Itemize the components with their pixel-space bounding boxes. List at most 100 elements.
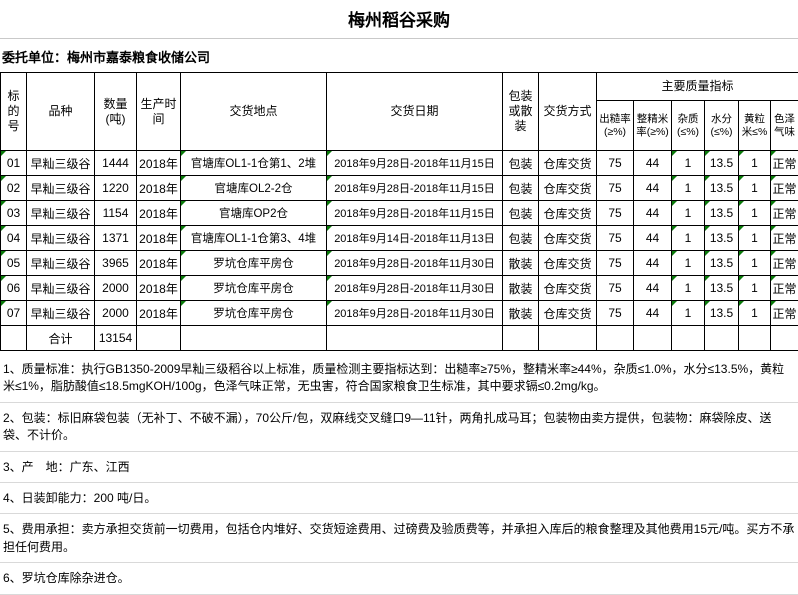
cell-variety: 早籼三级谷 <box>27 301 95 326</box>
cell-yellow: 1 <box>739 276 771 301</box>
page-title: 梅州稻谷采购 <box>0 0 798 39</box>
col-header-yellow-grain: 黄粒米≤% <box>739 101 771 151</box>
cell-husked: 75 <box>597 226 634 251</box>
cell-id: 06 <box>1 276 27 301</box>
cell-quantity: 1371 <box>95 226 137 251</box>
cell-head_rice: 44 <box>634 176 672 201</box>
cell-color: 正常 <box>771 176 798 201</box>
cell-quantity: 1444 <box>95 151 137 176</box>
cell-location: 罗坑仓库平房仓 <box>181 301 327 326</box>
cell-color: 正常 <box>771 201 798 226</box>
notes-section: 1、质量标准：执行GB1350-2009早籼三级稻谷以上标准，质量检测主要指标达… <box>0 354 798 595</box>
cell-empty <box>597 326 634 351</box>
cell-head_rice: 44 <box>634 151 672 176</box>
cell-date: 2018年9月28日-2018年11月30日 <box>327 251 503 276</box>
col-header-packing: 包装或散装 <box>503 73 539 151</box>
cell-yellow: 1 <box>739 226 771 251</box>
cell-year: 2018年 <box>137 176 181 201</box>
cell-moisture: 13.5 <box>705 176 739 201</box>
cell-year: 2018年 <box>137 276 181 301</box>
cell-husked: 75 <box>597 251 634 276</box>
cell-color: 正常 <box>771 301 798 326</box>
cell-yellow: 1 <box>739 301 771 326</box>
cell-head_rice: 44 <box>634 301 672 326</box>
cell-color: 正常 <box>771 226 798 251</box>
col-header-variety: 品种 <box>27 73 95 151</box>
cell-quantity: 2000 <box>95 301 137 326</box>
col-header-husked-rate: 出糙率(≥%) <box>597 101 634 151</box>
cell-location: 罗坑仓库平房仓 <box>181 276 327 301</box>
cell-empty <box>503 326 539 351</box>
cell-color: 正常 <box>771 151 798 176</box>
cell-variety: 早籼三级谷 <box>27 201 95 226</box>
cell-delivery: 仓库交货 <box>539 251 597 276</box>
cell-empty <box>672 326 705 351</box>
cell-packing: 散装 <box>503 301 539 326</box>
cell-year: 2018年 <box>137 251 181 276</box>
cell-location: 官塘库OL1-1仓第1、2堆 <box>181 151 327 176</box>
cell-variety: 早籼三级谷 <box>27 176 95 201</box>
cell-impurity: 1 <box>672 226 705 251</box>
cell-moisture: 13.5 <box>705 251 739 276</box>
cell-husked: 75 <box>597 151 634 176</box>
col-header-head-rice-rate: 整精米率(≥%) <box>634 101 672 151</box>
total-row: 合计 13154 <box>1 326 798 351</box>
cell-location: 官塘库OL1-1仓第3、4堆 <box>181 226 327 251</box>
cell-empty <box>327 326 503 351</box>
cell-impurity: 1 <box>672 251 705 276</box>
cell-packing: 包装 <box>503 201 539 226</box>
cell-id: 02 <box>1 176 27 201</box>
cell-impurity: 1 <box>672 151 705 176</box>
note-packing: 2、包装：标旧麻袋包装（无补丁、不破不漏），70公斤/包，双麻线交叉缝口9—11… <box>0 403 798 452</box>
cell-empty <box>771 326 798 351</box>
cell-empty <box>705 326 739 351</box>
cell-quantity: 3965 <box>95 251 137 276</box>
cell-color: 正常 <box>771 276 798 301</box>
cell-location: 罗坑仓库平房仓 <box>181 251 327 276</box>
cell-packing: 包装 <box>503 151 539 176</box>
col-header-color-odor: 色泽气味 <box>771 101 798 151</box>
cell-delivery: 仓库交货 <box>539 276 597 301</box>
cell-year: 2018年 <box>137 151 181 176</box>
cell-year: 2018年 <box>137 301 181 326</box>
cell-variety: 早籼三级谷 <box>27 276 95 301</box>
col-header-year: 生产时间 <box>137 73 181 151</box>
cell-delivery: 仓库交货 <box>539 226 597 251</box>
cell-quantity: 2000 <box>95 276 137 301</box>
note-quality-standard: 1、质量标准：执行GB1350-2009早籼三级稻谷以上标准，质量检测主要指标达… <box>0 354 798 403</box>
cell-impurity: 1 <box>672 201 705 226</box>
cell-id: 03 <box>1 201 27 226</box>
cell-color: 正常 <box>771 251 798 276</box>
cell-moisture: 13.5 <box>705 301 739 326</box>
col-header-quantity: 数量(吨) <box>95 73 137 151</box>
cell-impurity: 1 <box>672 301 705 326</box>
cell-id: 05 <box>1 251 27 276</box>
col-header-id: 标的号 <box>1 73 27 151</box>
cell-packing: 散装 <box>503 251 539 276</box>
cell-location: 官塘库OP2仓 <box>181 201 327 226</box>
cell-delivery: 仓库交货 <box>539 176 597 201</box>
col-header-date: 交货日期 <box>327 73 503 151</box>
cell-delivery: 仓库交货 <box>539 201 597 226</box>
cell-packing: 包装 <box>503 176 539 201</box>
cell-empty <box>1 326 27 351</box>
total-label-cell: 合计 <box>27 326 95 351</box>
cell-impurity: 1 <box>672 276 705 301</box>
note-origin: 3、产 地：广东、江西 <box>0 452 798 483</box>
cell-date: 2018年9月28日-2018年11月30日 <box>327 301 503 326</box>
cell-husked: 75 <box>597 176 634 201</box>
cell-delivery: 仓库交货 <box>539 301 597 326</box>
cell-date: 2018年9月28日-2018年11月15日 <box>327 151 503 176</box>
col-header-moisture: 水分(≤%) <box>705 101 739 151</box>
col-header-quality-group: 主要质量指标 <box>597 73 798 101</box>
cell-variety: 早籼三级谷 <box>27 151 95 176</box>
cell-date: 2018年9月28日-2018年11月15日 <box>327 201 503 226</box>
cell-husked: 75 <box>597 201 634 226</box>
cell-id: 01 <box>1 151 27 176</box>
note-luokeng-warehouse: 6、罗坑仓库除杂进仓。 <box>0 563 798 594</box>
